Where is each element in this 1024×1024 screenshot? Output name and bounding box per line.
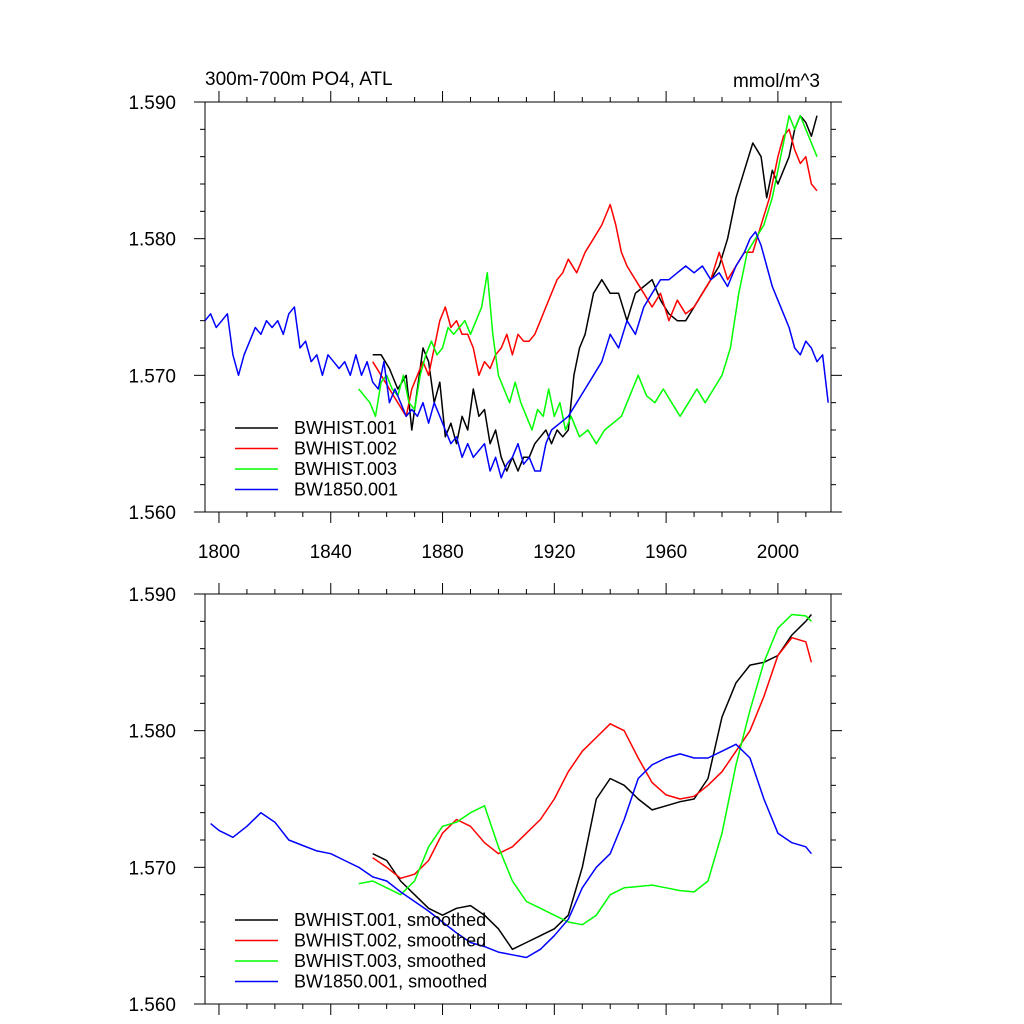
y-tick-label: 1.560 [128,995,176,1016]
y-tick-label: 1.590 [128,93,176,114]
legend-label: BWHIST.001, smoothed [294,910,486,930]
panel-top: 300m-700m PO4, ATL mmol/m^3 1800 1840 1880… [128,69,842,563]
series-line [358,114,818,445]
y-tick-label: 1.580 [128,230,176,251]
x-tick-label: 1800 [198,542,240,563]
chart-title: 300m-700m PO4, ATL [205,69,393,90]
legend-label: BWHIST.002, smoothed [294,931,486,951]
series-line [210,743,812,959]
series-line [372,614,812,951]
x-tick-label: 1840 [310,542,352,563]
x-tick-label: 1880 [421,542,463,563]
y-tick-label: 1.580 [128,722,176,743]
plot-frame [204,593,832,1005]
series-line [372,114,818,472]
units-label: mmol/m^3 [733,71,820,92]
legend-label: BWHIST.003 [294,459,397,479]
panel-bottom: 1.590 1.580 1.570 1.560 BWHIST.001, smoothed… [128,583,842,1016]
x-tick-label: 1960 [645,542,687,563]
plot-frame [204,101,832,513]
legend-label: BWHIST.003, smoothed [294,951,486,971]
y-tick-label: 1.570 [128,858,176,879]
x-tick-label: 2000 [757,542,799,563]
series-group [205,114,829,479]
legend-label: BWHIST.001 [294,418,397,438]
series-group [210,613,813,959]
x-tick-label: 1920 [533,542,575,563]
y-tick-label: 1.590 [128,585,176,606]
series-line [358,613,812,926]
series-line [372,636,813,880]
legend-label: BW1850.001, smoothed [294,972,487,992]
legend-label: BWHIST.002 [294,439,397,459]
legend-label: BW1850.001 [294,480,398,500]
series-line [205,231,829,479]
y-tick-label: 1.570 [128,366,176,387]
y-tick-label: 1.560 [128,503,176,524]
